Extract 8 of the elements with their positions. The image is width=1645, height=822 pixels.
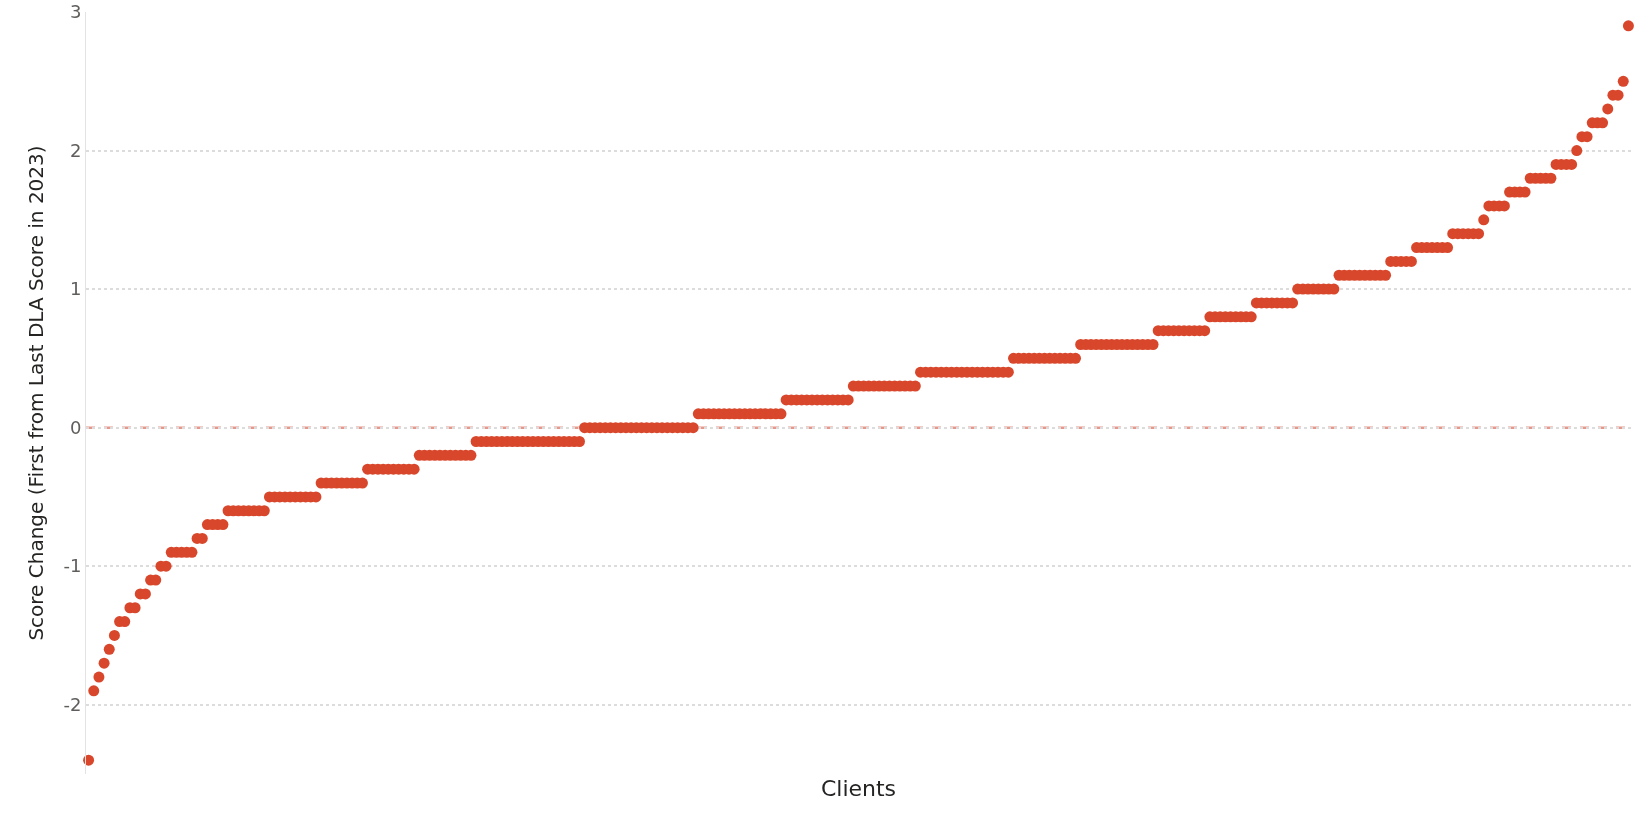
y-axis-title: Score Change (First from Last DLA Score in 2023) [23,145,48,641]
y-tick-label: 2 [69,139,82,161]
y-tick-label: -2 [63,694,82,716]
y-tick-label: 0 [69,416,82,438]
y-tick-label: 1 [69,278,82,300]
y-tick-label: -1 [63,555,82,577]
y-tick-label: 3 [69,1,82,23]
x-axis-title: Clients [820,775,897,801]
